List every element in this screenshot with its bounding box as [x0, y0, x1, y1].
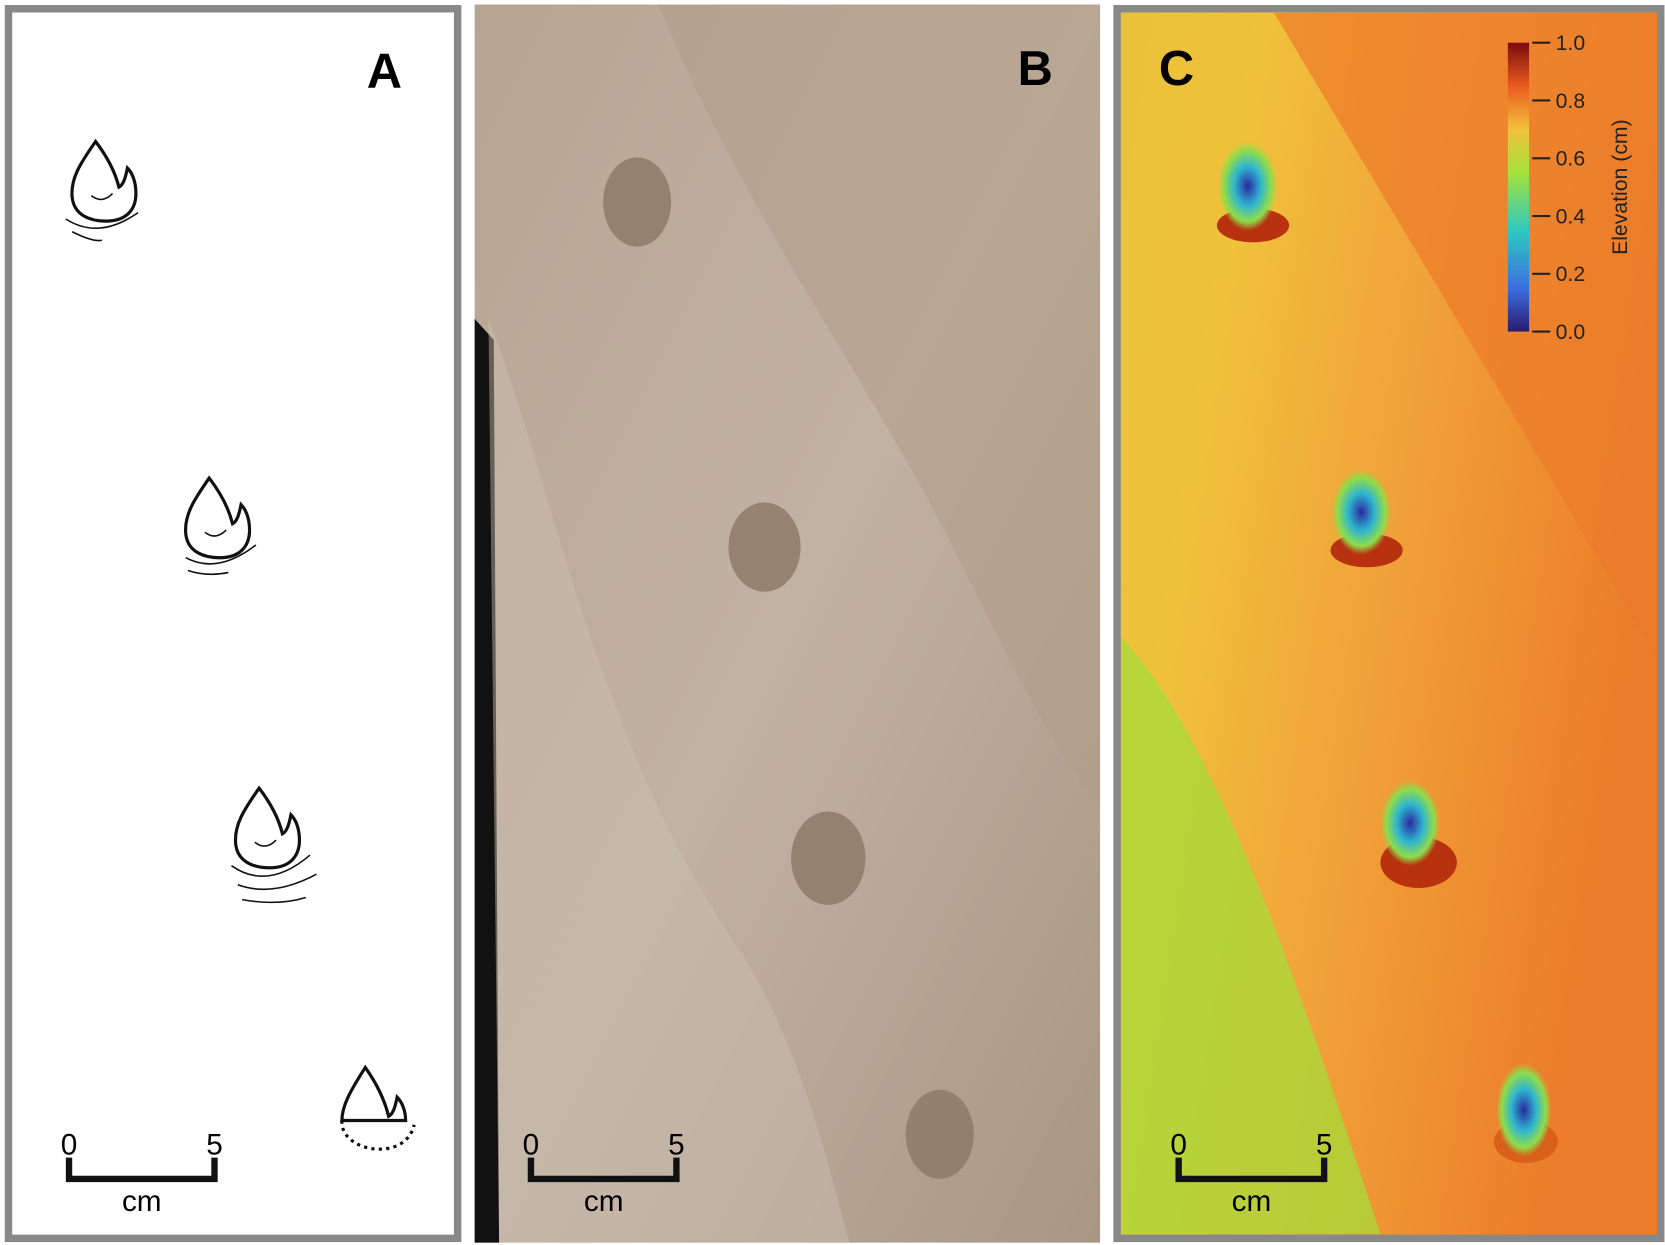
figure: Elevation (cm) A 0 5 cm B 0 5 cm C 0 5 cm 0.0 0.2 0.4 0…	[0, 0, 1665, 1245]
colorbar-tick-label: 0.4	[1556, 205, 1586, 228]
colorbar-title: Elevation (cm)	[1609, 119, 1632, 255]
scale-bar-start: 0	[1170, 1128, 1187, 1161]
panel-label: C	[1159, 42, 1194, 96]
scale-bar-unit: cm	[1232, 1185, 1272, 1218]
colorbar	[1508, 43, 1529, 332]
scale-bar-end: 5	[668, 1128, 685, 1161]
colorbar-tick-label: 0.8	[1556, 90, 1586, 113]
colorbar-tick-label: 1.0	[1556, 32, 1586, 55]
scale-bar-start: 0	[523, 1128, 540, 1161]
panel-label: B	[1018, 42, 1053, 96]
scale-bar-end: 5	[1316, 1128, 1333, 1161]
scale-bar-start: 0	[61, 1128, 78, 1161]
scale-bar-unit: cm	[584, 1185, 624, 1218]
panel-label: A	[367, 44, 402, 98]
colorbar-tick-label: 0.6	[1556, 148, 1586, 171]
colorbar-tick-label: 0.2	[1556, 263, 1586, 286]
scale-bar-unit: cm	[122, 1185, 162, 1218]
panel-a	[8, 9, 457, 1239]
colorbar-tick-label: 0.0	[1556, 321, 1586, 344]
scale-bar-end: 5	[206, 1128, 223, 1161]
